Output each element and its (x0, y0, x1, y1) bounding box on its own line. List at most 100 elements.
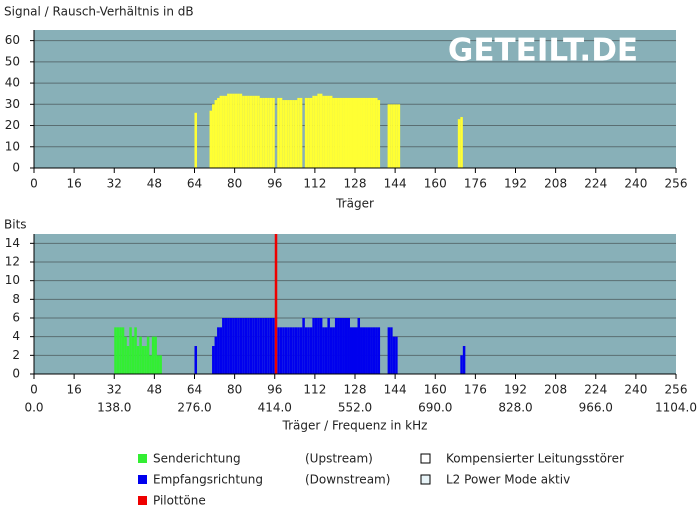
bar (337, 97, 340, 168)
bar (229, 93, 233, 168)
bar (299, 97, 303, 168)
bar (222, 318, 225, 374)
y-tick-label: 10 (5, 139, 20, 153)
bar (232, 93, 235, 168)
bar (212, 346, 215, 374)
bar (304, 327, 308, 374)
x-tick-label: 208 (544, 177, 567, 191)
bar (156, 355, 160, 374)
bar (272, 97, 275, 168)
chart-title: Bits (4, 218, 27, 232)
x-tick-label: 112 (303, 383, 326, 397)
legend-direction: (Upstream) (305, 452, 373, 466)
bar (126, 346, 130, 374)
bar (292, 327, 295, 374)
bar (269, 318, 273, 374)
y-tick-label: 4 (12, 329, 20, 343)
bar (314, 318, 318, 374)
bar (365, 327, 368, 374)
bar (370, 97, 373, 168)
bar (312, 95, 315, 168)
bar (329, 327, 333, 374)
bar (217, 97, 220, 168)
bar (337, 318, 340, 374)
bar (365, 97, 368, 168)
bar (264, 97, 268, 168)
bar (151, 336, 155, 374)
bar (212, 104, 215, 168)
bar (259, 318, 263, 374)
bar (252, 318, 255, 374)
x-tick-label: 112 (303, 177, 326, 191)
x-tick-label: 0 (30, 177, 38, 191)
bar (392, 336, 396, 374)
bar (312, 318, 315, 374)
x-tick-label: 144 (384, 177, 407, 191)
bar (237, 93, 240, 168)
x-tick-label: 64 (187, 383, 202, 397)
legend-swatch (138, 454, 147, 463)
x-tick-label: 176 (464, 177, 487, 191)
bar (367, 327, 371, 374)
y-tick-label: 6 (12, 311, 20, 325)
bar (339, 97, 343, 168)
x-tick-label: 240 (624, 383, 647, 397)
bar (327, 95, 330, 168)
bar (344, 318, 348, 374)
bar (395, 104, 398, 168)
bar (244, 318, 248, 374)
x-tick-label: 96 (267, 177, 282, 191)
bar (375, 97, 378, 168)
legend-direction: (Downstream) (305, 473, 390, 487)
bar (287, 327, 290, 374)
y-tick-label: 10 (5, 273, 20, 287)
y-tick-label: 0 (12, 161, 20, 175)
bar (254, 95, 258, 168)
bar (294, 100, 298, 168)
x-tick-label: 256 (665, 383, 688, 397)
bar (282, 327, 285, 374)
checkbox (420, 453, 431, 464)
bar (254, 318, 258, 374)
legend-label: Empfangsrichtung (153, 473, 263, 487)
bar (457, 119, 461, 168)
bar (332, 327, 335, 374)
x2-tick-label: 690.0 (418, 401, 452, 415)
bar (274, 234, 278, 374)
bar (377, 327, 381, 374)
y-tick-label: 30 (5, 97, 20, 111)
bar (247, 318, 250, 374)
bar (307, 327, 310, 374)
x-tick-label: 32 (107, 383, 122, 397)
bar (279, 97, 283, 168)
bar (309, 327, 313, 374)
y-tick-label: 8 (12, 292, 20, 306)
bar (209, 110, 213, 168)
bar (267, 318, 270, 374)
bar (284, 100, 288, 168)
x-tick-label: 48 (147, 383, 162, 397)
bar (314, 95, 318, 168)
bar (297, 97, 300, 168)
bar (136, 346, 140, 374)
bar (257, 95, 260, 168)
bar (377, 100, 381, 168)
bar (214, 336, 218, 374)
x2-tick-label: 1104.0 (655, 401, 697, 415)
bar (219, 95, 223, 168)
bar (289, 100, 293, 168)
bar (194, 112, 198, 168)
bar (387, 104, 391, 168)
bar (355, 97, 358, 168)
bar (287, 100, 290, 168)
x-tick-label: 208 (544, 383, 567, 397)
bar (146, 336, 150, 374)
x-tick-label: 144 (384, 383, 407, 397)
bar (217, 327, 220, 374)
bar (462, 346, 466, 374)
bar (360, 97, 363, 168)
bar (370, 327, 373, 374)
x-tick-label: 48 (147, 177, 162, 191)
bar (282, 100, 285, 168)
